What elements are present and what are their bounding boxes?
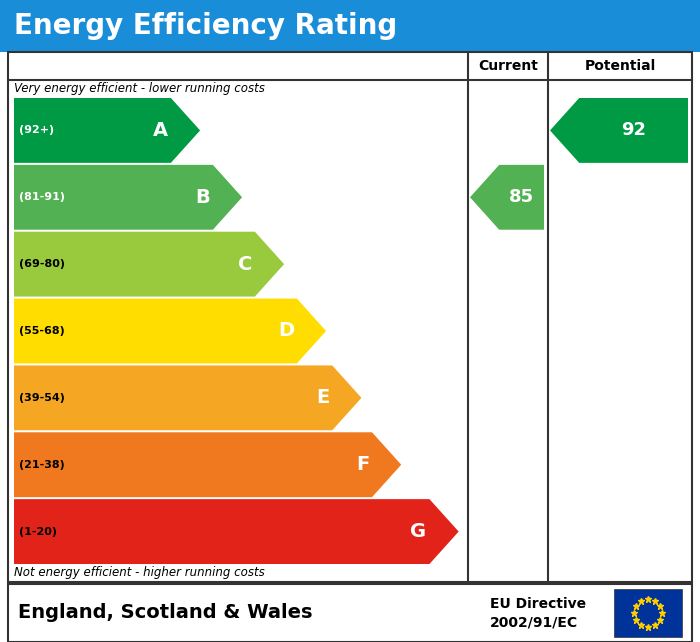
Text: 85: 85 bbox=[509, 188, 534, 206]
Text: (21-38): (21-38) bbox=[19, 460, 64, 470]
Polygon shape bbox=[14, 432, 401, 497]
Bar bbox=[8, 52, 692, 582]
Text: 92: 92 bbox=[621, 121, 646, 139]
Text: (92+): (92+) bbox=[19, 125, 54, 135]
Text: (55-68): (55-68) bbox=[19, 326, 64, 336]
Polygon shape bbox=[14, 232, 284, 297]
Polygon shape bbox=[470, 165, 544, 230]
Text: Not energy efficient - higher running costs: Not energy efficient - higher running co… bbox=[14, 566, 265, 579]
Text: Energy Efficiency Rating: Energy Efficiency Rating bbox=[14, 12, 398, 40]
Polygon shape bbox=[14, 165, 242, 230]
Text: B: B bbox=[195, 188, 210, 207]
Text: D: D bbox=[278, 322, 294, 340]
Bar bbox=[614, 589, 682, 637]
Text: (69-80): (69-80) bbox=[19, 259, 65, 269]
Text: (39-54): (39-54) bbox=[19, 393, 65, 403]
Polygon shape bbox=[14, 499, 458, 564]
Polygon shape bbox=[14, 299, 326, 363]
Polygon shape bbox=[550, 98, 688, 163]
Text: A: A bbox=[153, 121, 168, 140]
Text: Current: Current bbox=[478, 59, 538, 73]
Polygon shape bbox=[14, 98, 200, 163]
Bar bbox=[0, 0, 700, 52]
Text: C: C bbox=[237, 255, 252, 273]
Text: F: F bbox=[356, 455, 369, 474]
Text: (1-20): (1-20) bbox=[19, 526, 57, 537]
Bar bbox=[8, 584, 692, 642]
Text: EU Directive
2002/91/EC: EU Directive 2002/91/EC bbox=[490, 597, 586, 629]
Text: Potential: Potential bbox=[584, 59, 656, 73]
Text: E: E bbox=[316, 388, 329, 408]
Polygon shape bbox=[14, 365, 361, 430]
Text: (81-91): (81-91) bbox=[19, 193, 65, 202]
Text: England, Scotland & Wales: England, Scotland & Wales bbox=[18, 603, 312, 623]
Text: Very energy efficient - lower running costs: Very energy efficient - lower running co… bbox=[14, 82, 265, 95]
Text: G: G bbox=[410, 522, 426, 541]
